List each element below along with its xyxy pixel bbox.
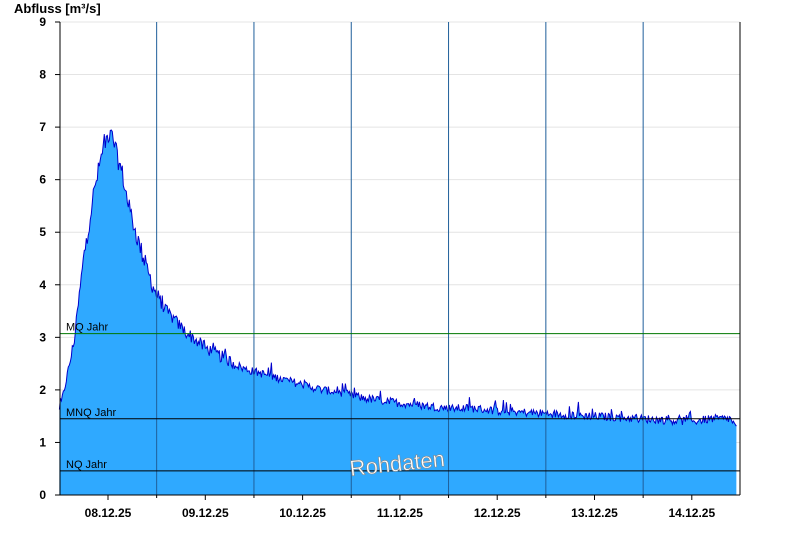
x-tick-label-3: 11.12.25	[377, 506, 423, 520]
y-tick-label-5: 5	[39, 225, 46, 239]
area-layer	[58, 129, 737, 495]
x-tick-label-1: 09.12.25	[182, 506, 229, 520]
x-tick-label-5: 13.12.25	[571, 506, 618, 520]
x-tick-label-2: 10.12.25	[279, 506, 326, 520]
ref-label-2: NQ Jahr	[66, 459, 107, 471]
x-tick-label-6: 14.12.25	[668, 506, 715, 520]
y-tick-label-8: 8	[39, 68, 46, 82]
y-tick-label-6: 6	[39, 173, 46, 187]
y-axis-label: Abfluss [m³/s]	[14, 1, 101, 16]
y-tick-label-2: 2	[39, 383, 46, 397]
x-tick-label-0: 08.12.25	[85, 506, 132, 520]
x-tick-label-4: 12.12.25	[474, 506, 521, 520]
discharge-area	[59, 130, 737, 495]
y-tick-label-7: 7	[39, 120, 46, 134]
y-tick-label-3: 3	[39, 330, 46, 344]
tick-labels-layer: 0 1 2 3 4 5 6 7 8 9 08.12.25 09.12.25 10.12.25 11.12.…	[39, 15, 715, 520]
y-tick-label-1: 1	[39, 435, 46, 449]
y-tick-label-9: 9	[39, 15, 46, 29]
day-separator-layer	[156, 22, 644, 495]
y-tick-label-4: 4	[39, 278, 46, 292]
ref-label-0: MQ Jahr	[66, 322, 109, 334]
y-tick-label-0: 0	[39, 488, 46, 502]
ref-label-1: MNQ Jahr	[66, 407, 116, 419]
reference-lines-layer: MQ Jahr MNQ Jahr NQ Jahr	[60, 322, 740, 472]
